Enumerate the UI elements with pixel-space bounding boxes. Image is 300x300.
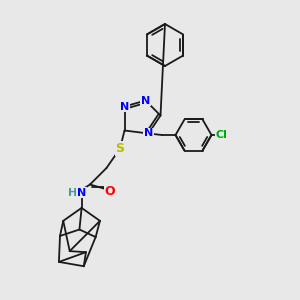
Text: Cl: Cl: [215, 130, 227, 140]
Text: H: H: [68, 188, 77, 198]
Text: N: N: [144, 128, 153, 139]
Text: S: S: [116, 142, 124, 155]
Text: N: N: [141, 95, 150, 106]
Text: N: N: [120, 101, 129, 112]
Text: O: O: [105, 185, 116, 198]
Text: N: N: [77, 188, 86, 198]
